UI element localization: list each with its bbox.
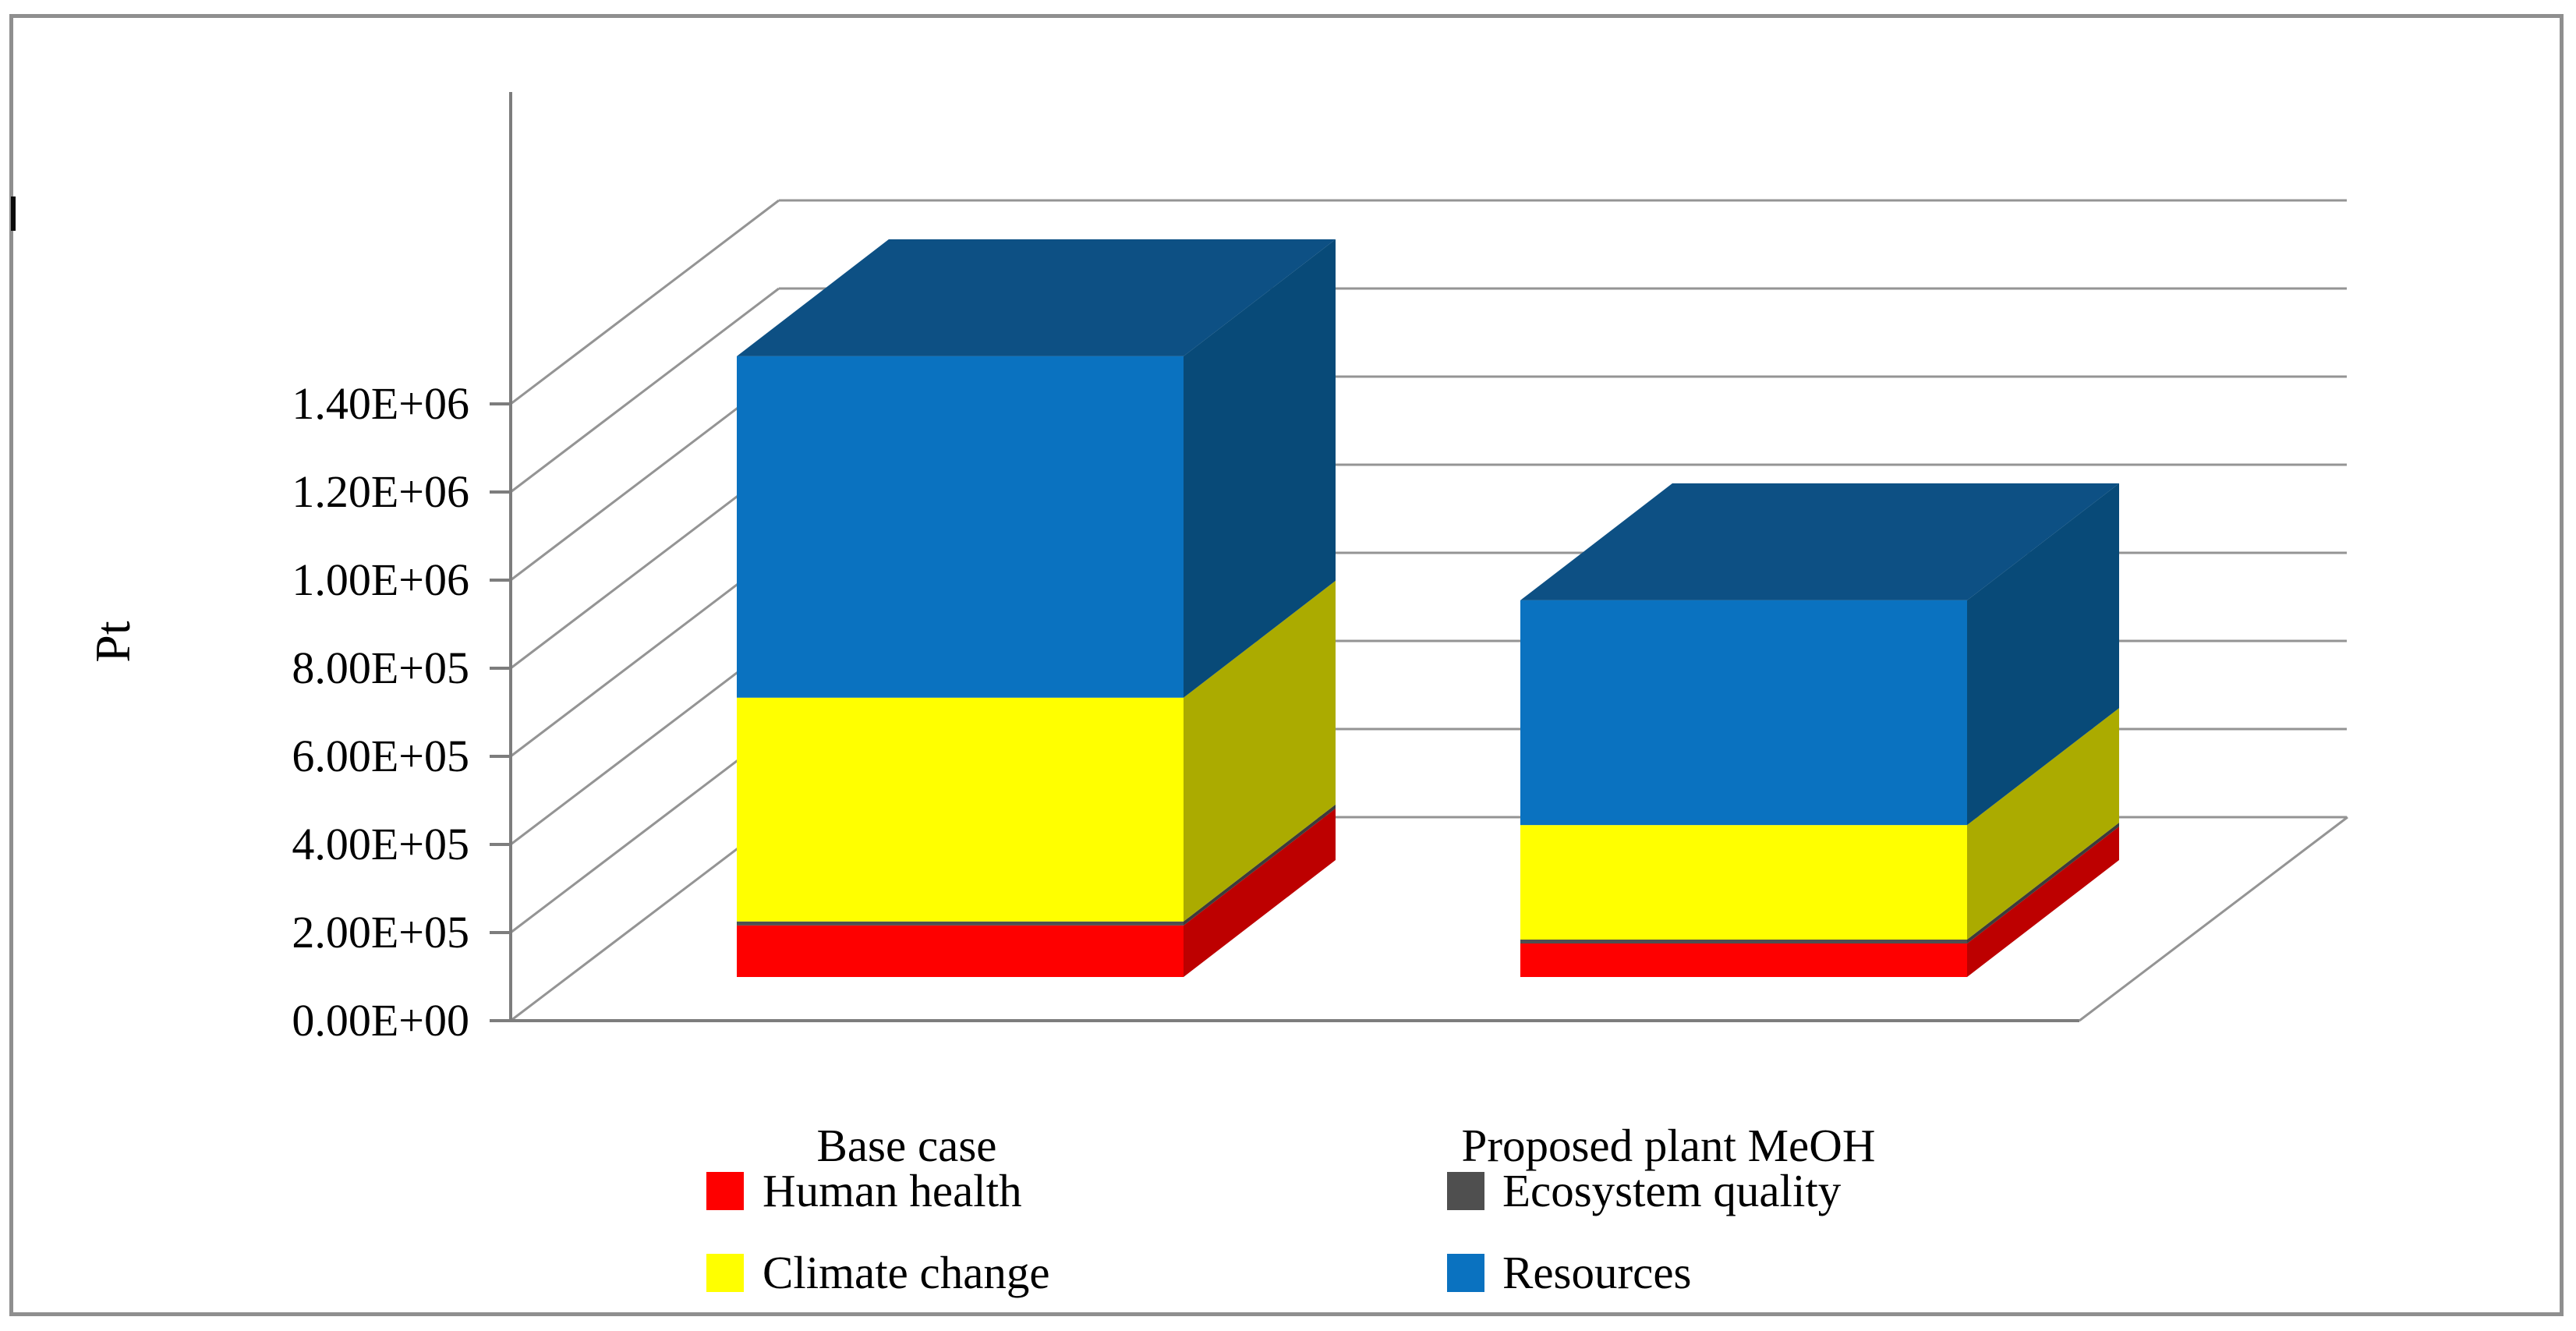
bar-segment-side-face (1967, 822, 2119, 944)
legend-label-climate-change: Climate change (763, 1247, 1050, 1298)
gridline-wall-diagonal (510, 199, 780, 405)
bar-segment-top-face (1520, 483, 2119, 600)
gridline-wall-diagonal (510, 375, 780, 582)
legend-swatch-resources (1447, 1254, 1484, 1292)
floor-right-edge (2079, 816, 2348, 1022)
gridline-wall-diagonal (510, 816, 780, 1022)
bar-segment-front-face (737, 697, 1184, 922)
y-axis-tick-label: 1.00E+06 (292, 554, 469, 605)
bar-segment-side-face (1184, 804, 1336, 926)
legend-label-resources: Resources (1502, 1247, 1692, 1298)
gridline-wall-diagonal (510, 463, 780, 670)
category-label: Base case (816, 1120, 997, 1171)
y-axis-tick-label: 1.40E+06 (292, 378, 469, 429)
bar-segment-side-face (1967, 483, 2119, 826)
y-axis-tick-label: 8.00E+05 (292, 642, 469, 693)
bar-segment-front-face (1520, 943, 1967, 977)
legend-label-ecosystem-quality: Ecosystem quality (1502, 1165, 1842, 1216)
bar-segment-side-face (1184, 239, 1336, 698)
bar-segment-front-face (737, 921, 1184, 926)
legend-swatch-climate-change (706, 1254, 744, 1292)
bar-segment-top-face (737, 239, 1336, 356)
y-axis-tick-label: 2.00E+05 (292, 907, 469, 958)
scan-artifact-mark (11, 196, 16, 231)
bar-segment-front-face (1520, 825, 1967, 940)
y-axis-tick-label: 6.00E+05 (292, 731, 469, 781)
gridline-wall-diagonal (510, 639, 780, 846)
legend-swatch-human-health (706, 1172, 744, 1210)
bar-segment-side-face (1967, 827, 2119, 977)
bar-segment-front-face (1520, 939, 1967, 944)
y-axis-tick-label: 0.00E+00 (292, 995, 469, 1046)
legend-swatch-ecosystem-quality (1447, 1172, 1484, 1210)
category-label: Proposed plant MeOH (1461, 1120, 1876, 1171)
y-axis-tick-label: 4.00E+05 (292, 819, 469, 869)
y-axis-tick-label: 1.20E+06 (292, 466, 469, 517)
bar-segment-side-face (1184, 580, 1336, 922)
gridline-wall-diagonal (510, 287, 780, 494)
bar-segment-side-face (1184, 808, 1336, 977)
gridline-wall-diagonal (510, 551, 780, 758)
bar-segment-front-face (737, 925, 1184, 977)
legend-label-human-health: Human health (763, 1165, 1022, 1216)
bar-segment-front-face (1520, 600, 1967, 826)
gridline-wall-diagonal (510, 727, 780, 934)
bar-segment-front-face (737, 356, 1184, 698)
bar-segment-side-face (1967, 708, 2119, 940)
